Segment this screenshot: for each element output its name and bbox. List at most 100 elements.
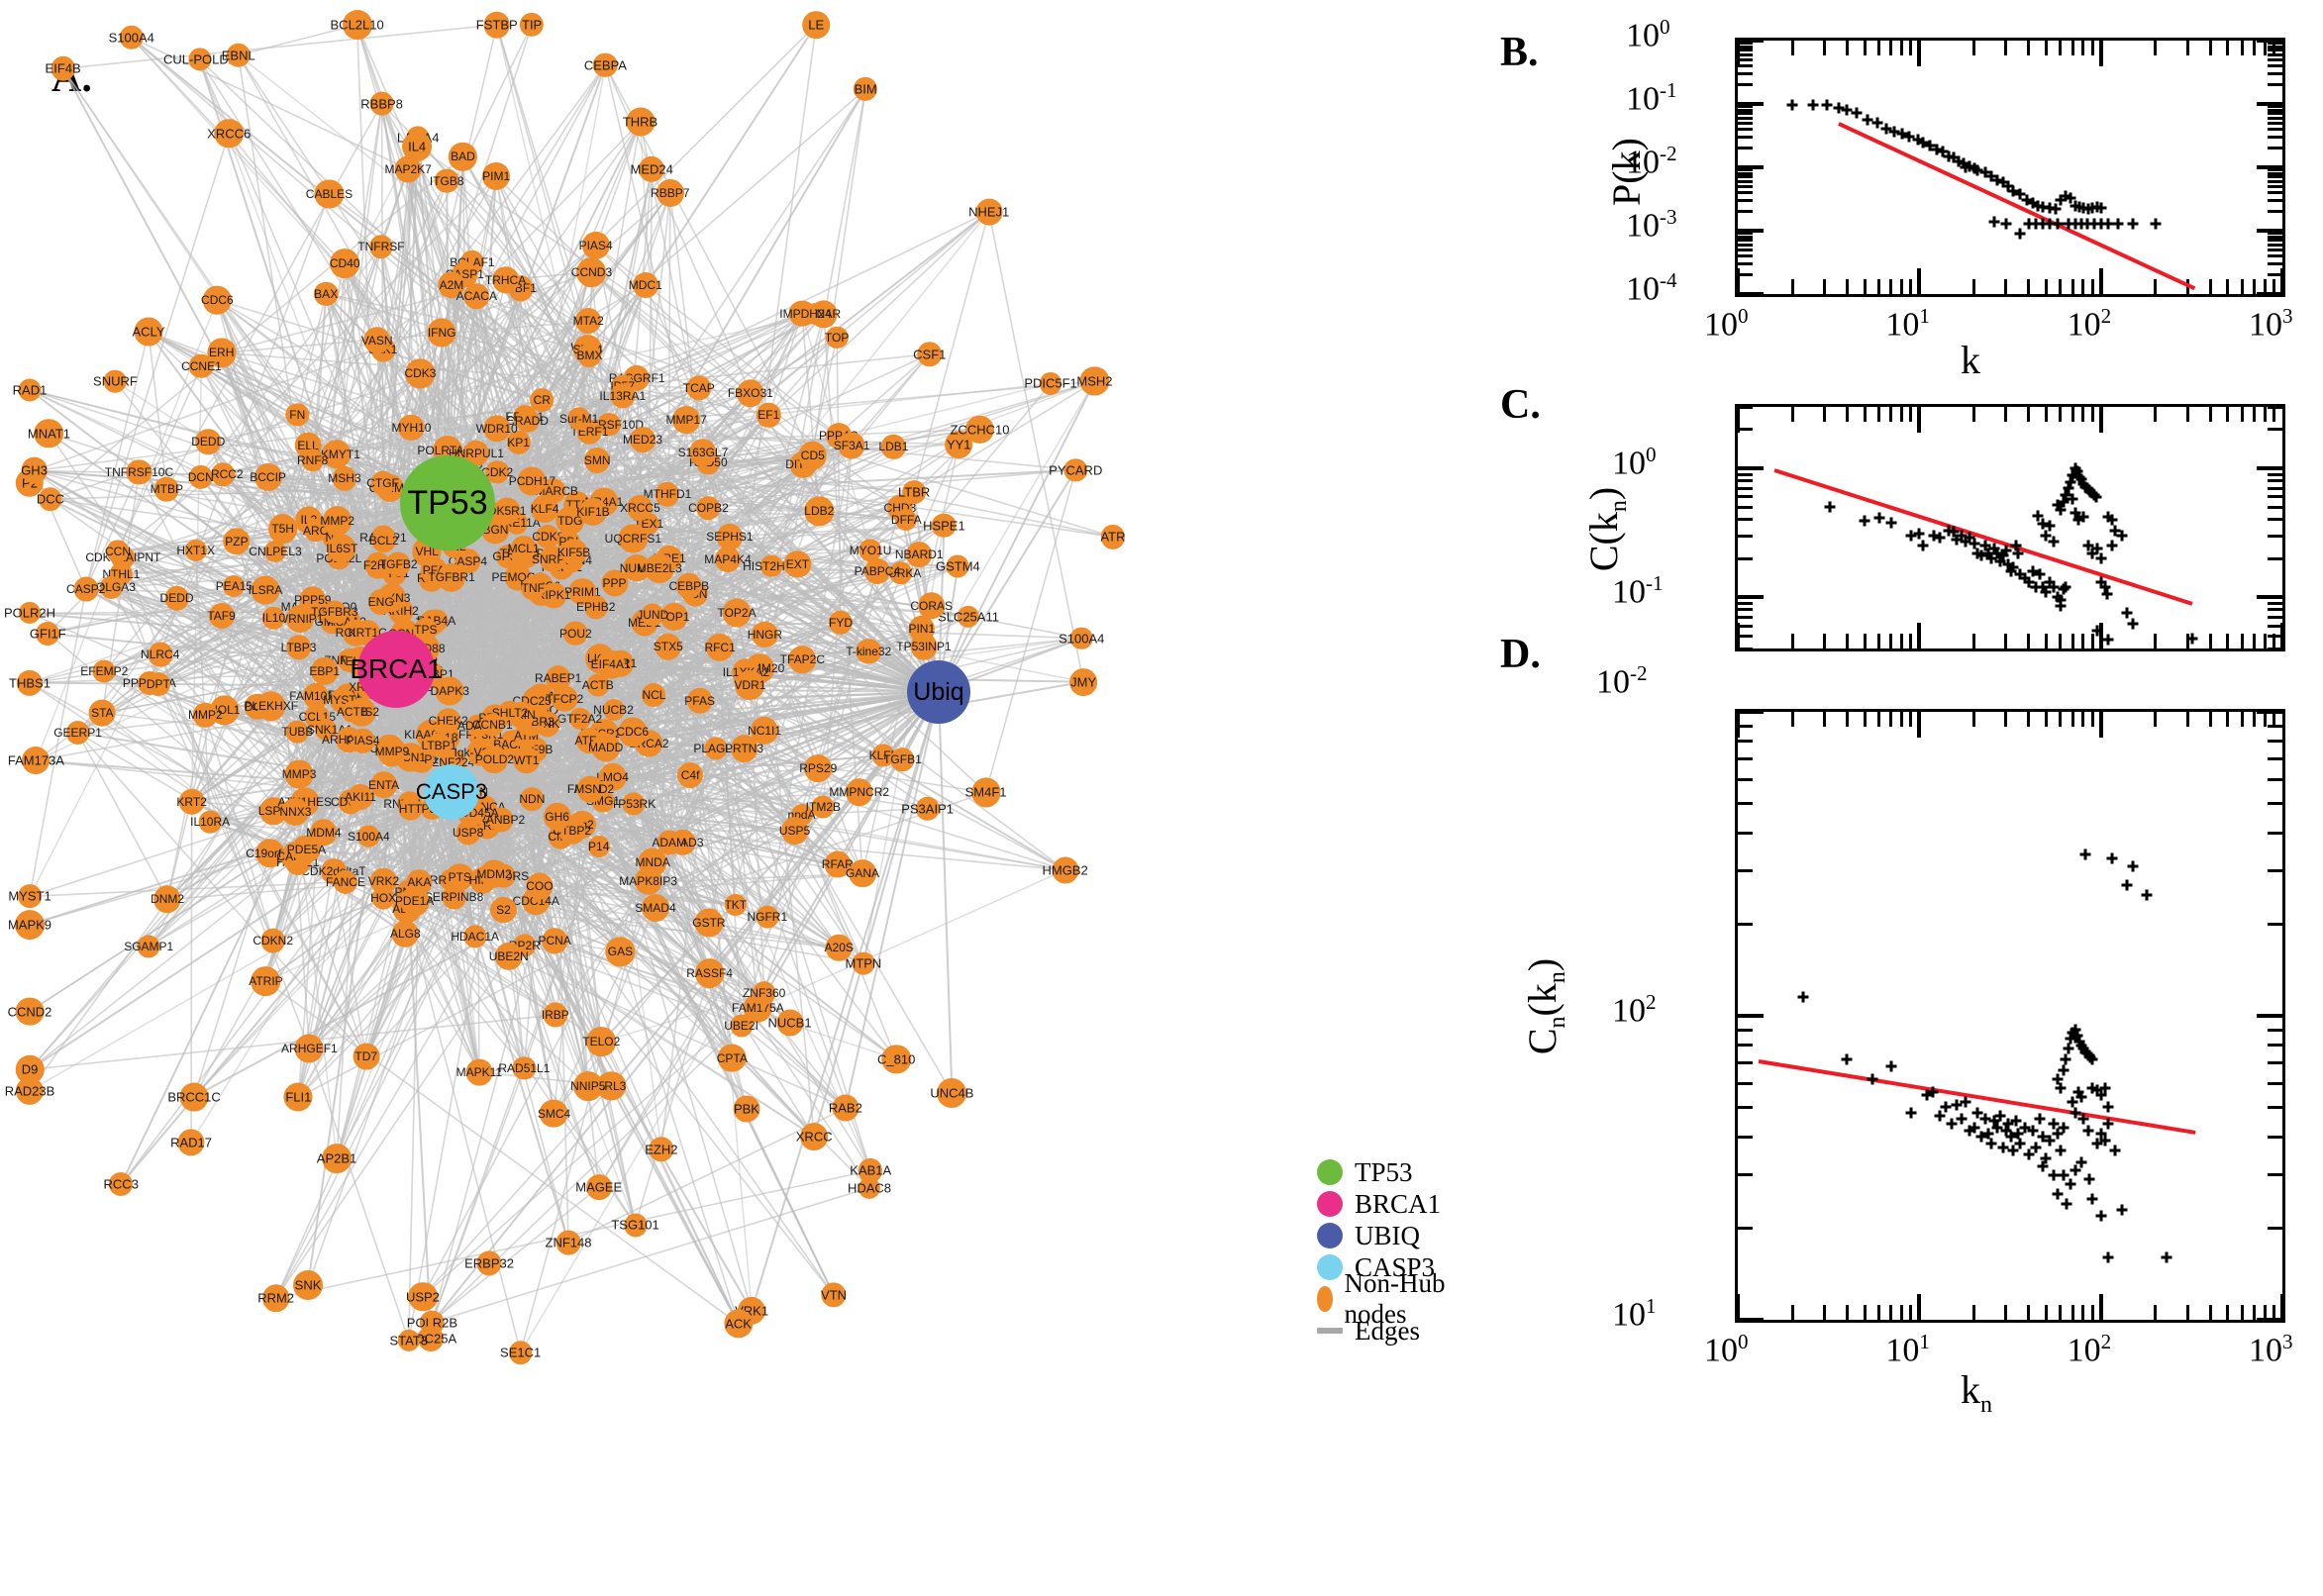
network-node[interactable]: [261, 1284, 290, 1313]
network-node[interactable]: [405, 358, 436, 389]
network-node[interactable]: [634, 866, 662, 896]
network-node[interactable]: [825, 326, 849, 349]
network-node[interactable]: [605, 937, 636, 966]
network-node[interactable]: [824, 850, 852, 878]
network-node[interactable]: [530, 388, 555, 413]
network-node[interactable]: [367, 589, 394, 616]
network-node[interactable]: [641, 893, 669, 922]
network-node[interactable]: [895, 508, 918, 532]
network-node[interactable]: [332, 466, 356, 491]
network-node[interactable]: [512, 746, 541, 774]
network-node[interactable]: [437, 563, 466, 592]
network-node[interactable]: [543, 802, 571, 831]
network-node[interactable]: [148, 643, 173, 667]
network-node[interactable]: [559, 539, 588, 566]
network-node[interactable]: [730, 734, 758, 762]
network-node[interactable]: [825, 935, 853, 961]
network-node[interactable]: [314, 281, 339, 306]
network-node[interactable]: [618, 523, 648, 553]
network-node[interactable]: [22, 747, 50, 775]
network-node[interactable]: [463, 924, 487, 948]
network-node[interactable]: [310, 818, 338, 847]
network-node[interactable]: [584, 595, 608, 620]
network-node[interactable]: [856, 639, 881, 664]
network-node[interactable]: [189, 353, 214, 379]
network-node[interactable]: [281, 797, 310, 826]
network-node[interactable]: [435, 676, 464, 706]
network-node[interactable]: [442, 884, 466, 910]
network-node[interactable]: [1063, 457, 1087, 482]
network-node[interactable]: [223, 574, 246, 597]
network-node[interactable]: [656, 830, 682, 855]
network-node[interactable]: [957, 605, 980, 628]
network-node[interactable]: [722, 598, 752, 628]
network-node[interactable]: [759, 554, 783, 578]
network-node[interactable]: [65, 721, 90, 746]
network-node[interactable]: [21, 457, 48, 484]
network-node[interactable]: [36, 621, 60, 646]
network-node[interactable]: [476, 1250, 502, 1276]
network-node[interactable]: [18, 602, 42, 625]
network-node[interactable]: [286, 721, 309, 744]
network-node[interactable]: [15, 1054, 45, 1084]
network-node[interactable]: [88, 699, 116, 727]
network-node[interactable]: [804, 754, 833, 783]
hub-node-brca1[interactable]: BRCA1: [350, 631, 443, 708]
network-node[interactable]: [369, 91, 394, 116]
network-node[interactable]: [485, 459, 509, 484]
network-node[interactable]: [119, 25, 144, 50]
network-node[interactable]: [519, 12, 545, 38]
network-node[interactable]: [540, 1099, 568, 1128]
network-node[interactable]: [370, 527, 397, 553]
network-node[interactable]: [193, 702, 218, 728]
network-node[interactable]: [704, 737, 728, 760]
network-node[interactable]: [214, 118, 244, 149]
network-node[interactable]: [188, 464, 213, 489]
network-node[interactable]: [408, 1281, 438, 1312]
network-node[interactable]: [300, 448, 325, 472]
network-node[interactable]: [16, 669, 44, 696]
network-node[interactable]: [641, 603, 664, 627]
network-node[interactable]: [577, 344, 602, 368]
hub-node-tp53[interactable]: TP53: [400, 455, 495, 550]
network-node[interactable]: [706, 633, 735, 661]
network-node[interactable]: [832, 1094, 859, 1122]
network-node[interactable]: [543, 1002, 568, 1028]
network-node[interactable]: [821, 1282, 847, 1308]
network-node[interactable]: [109, 1172, 134, 1197]
network-node[interactable]: [587, 836, 610, 858]
network-node[interactable]: [510, 535, 537, 561]
network-node[interactable]: [153, 476, 179, 502]
network-node[interactable]: [322, 439, 352, 469]
network-node[interactable]: [572, 1070, 603, 1101]
network-node[interactable]: [735, 669, 765, 700]
network-node[interactable]: [480, 746, 509, 773]
network-node[interactable]: [285, 403, 309, 427]
network-node[interactable]: [323, 601, 347, 624]
network-node[interactable]: [659, 602, 688, 632]
network-node[interactable]: [858, 539, 882, 562]
network-node[interactable]: [521, 576, 546, 600]
network-node[interactable]: [1069, 667, 1097, 696]
network-node[interactable]: [675, 572, 703, 600]
network-node[interactable]: [488, 807, 514, 833]
network-node[interactable]: [434, 168, 459, 193]
network-node[interactable]: [491, 265, 520, 294]
network-node[interactable]: [284, 759, 314, 789]
network-node[interactable]: [578, 497, 608, 526]
network-node[interactable]: [153, 885, 181, 914]
network-node[interactable]: [1079, 366, 1110, 396]
network-node[interactable]: [576, 777, 599, 800]
hub-node-ubiq[interactable]: Ubiq: [907, 660, 970, 724]
network-node[interactable]: [50, 56, 75, 81]
network-node[interactable]: [327, 534, 356, 563]
network-node[interactable]: [356, 825, 380, 848]
network-node[interactable]: [737, 379, 764, 407]
network-node[interactable]: [1052, 856, 1079, 884]
network-node[interactable]: [314, 179, 344, 209]
network-node[interactable]: [584, 448, 611, 474]
network-node[interactable]: [178, 788, 205, 815]
network-node[interactable]: [195, 429, 222, 454]
network-node[interactable]: [126, 459, 152, 485]
network-node[interactable]: [392, 921, 419, 948]
